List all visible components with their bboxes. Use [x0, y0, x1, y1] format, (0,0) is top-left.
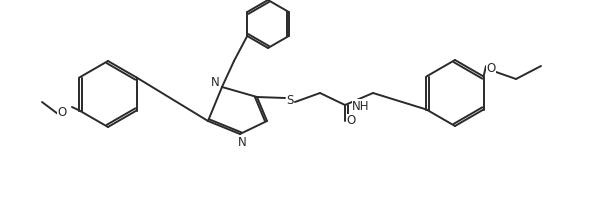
Text: N: N: [238, 135, 247, 149]
Text: S: S: [286, 93, 293, 107]
Text: O: O: [58, 106, 67, 119]
Text: N: N: [211, 76, 220, 89]
Text: NH: NH: [352, 99, 370, 112]
Text: O: O: [346, 115, 356, 127]
Text: O: O: [487, 62, 496, 75]
